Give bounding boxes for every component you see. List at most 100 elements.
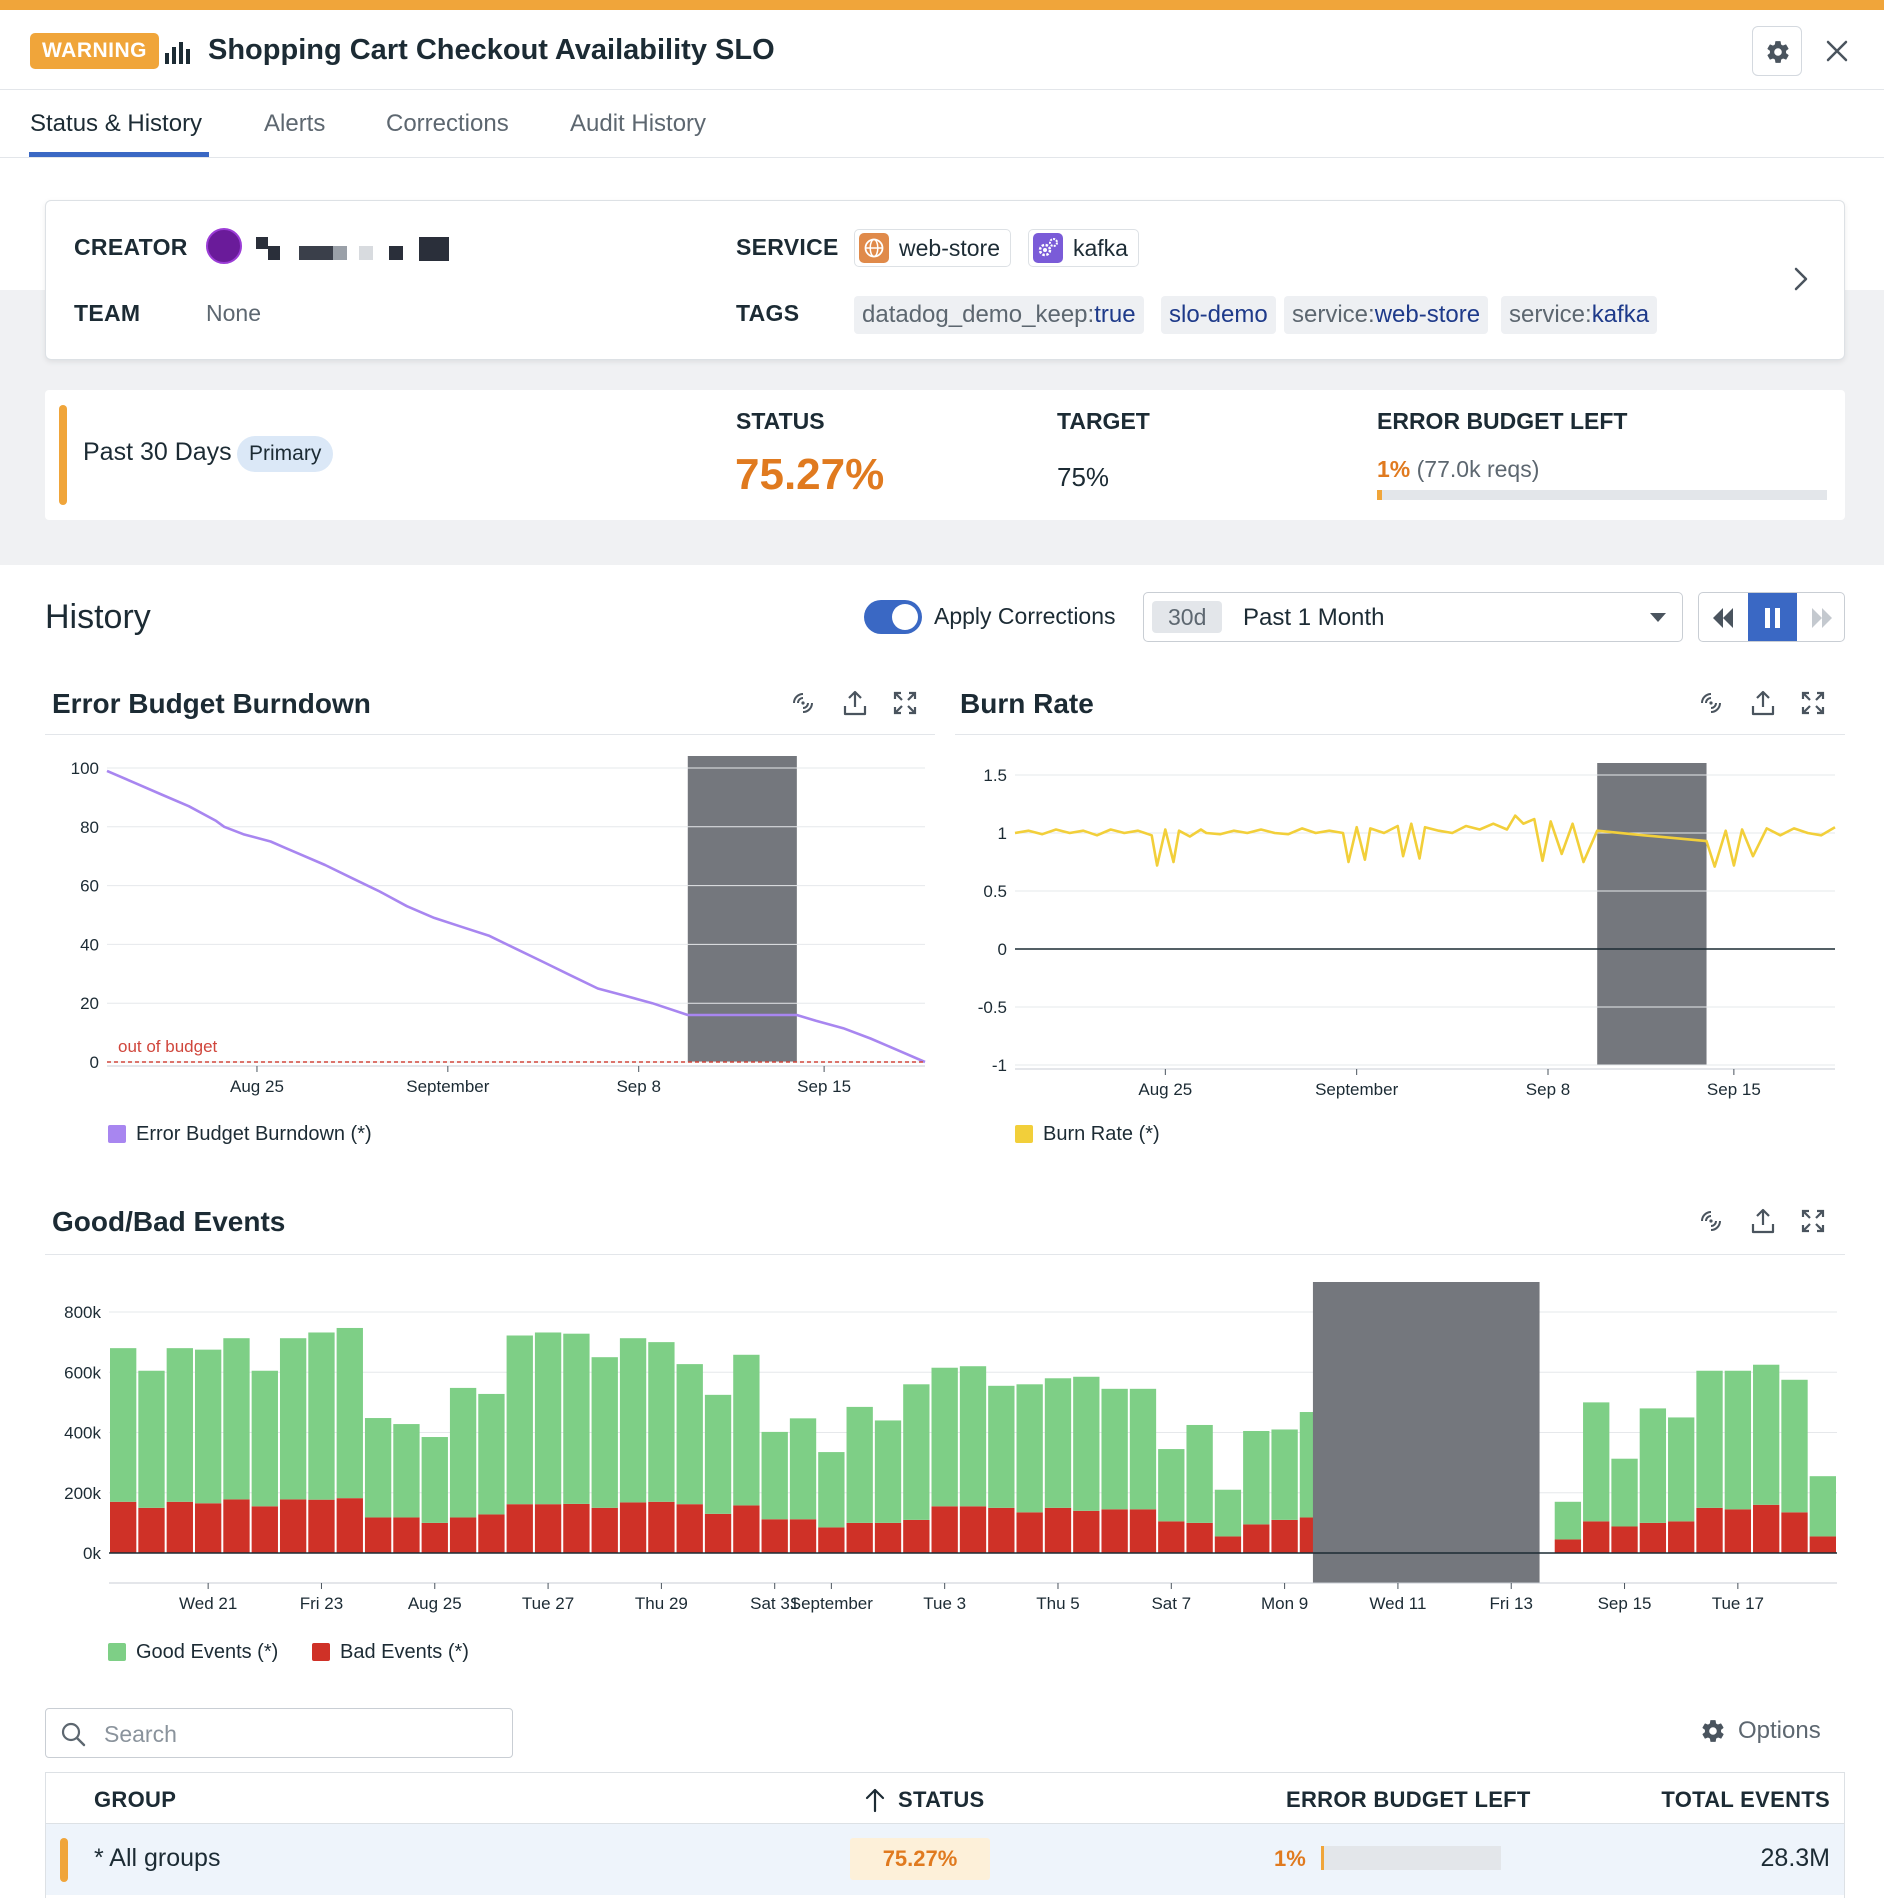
arrow-up-icon[interactable] — [864, 1787, 886, 1813]
burndown-legend[interactable]: Error Budget Burndown (*) — [108, 1123, 372, 1146]
tag-value: true — [1094, 301, 1136, 328]
bar-bad-events — [1044, 1507, 1072, 1553]
bar-bad-events — [1214, 1536, 1242, 1553]
bar-bad-events — [988, 1507, 1015, 1553]
bar-good-events — [393, 1424, 420, 1518]
bar-good-events — [1186, 1424, 1213, 1523]
correlation-icon[interactable] — [1696, 1206, 1726, 1236]
bar-good-events — [364, 1418, 392, 1518]
bar-good-events — [959, 1366, 987, 1507]
options-button[interactable]: Options — [1738, 1717, 1821, 1744]
column-header-status[interactable]: STATUS — [898, 1787, 985, 1812]
series-line — [1014, 814, 1836, 868]
expand-icon[interactable] — [1798, 1206, 1828, 1236]
correlation-icon[interactable] — [788, 688, 818, 718]
events-legend-good[interactable]: Good Events (*) — [108, 1641, 278, 1664]
close-icon[interactable] — [1820, 34, 1854, 68]
bar-bad-events — [1073, 1510, 1100, 1553]
tag-chip[interactable]: service:kafka — [1501, 296, 1658, 334]
gear-icon[interactable] — [1700, 1718, 1726, 1744]
column-header-group[interactable]: GROUP — [94, 1787, 177, 1812]
y-tick-label: 60 — [80, 877, 99, 896]
column-header-total-events[interactable]: TOTAL EVENTS — [1661, 1787, 1830, 1812]
service-label: SERVICE — [736, 234, 839, 260]
tag-value: web-store — [1374, 301, 1481, 328]
error-budget-percent: 1% — [1377, 456, 1411, 482]
bar-good-events — [1073, 1376, 1100, 1511]
y-tick-label: 800k — [64, 1303, 101, 1322]
fast-forward-icon — [1812, 608, 1832, 628]
table-row[interactable]: * All groups 75.27% 1% 28.3M — [46, 1823, 1844, 1895]
x-tick-label: Thu 29 — [635, 1594, 688, 1613]
export-icon[interactable] — [840, 688, 870, 718]
cogs-icon — [1033, 233, 1063, 263]
bar-bad-events — [223, 1499, 250, 1553]
bar-bad-events — [1668, 1521, 1695, 1553]
bar-bad-events — [1016, 1512, 1043, 1553]
search-icon — [61, 1722, 86, 1747]
gear-icon — [1767, 41, 1789, 63]
y-tick-label: 40 — [80, 935, 99, 954]
burnrate-legend[interactable]: Burn Rate (*) — [1015, 1123, 1160, 1146]
service-chip-kafka[interactable]: kafka — [1028, 229, 1139, 267]
service-chip-web-store[interactable]: web-store — [854, 229, 1011, 267]
time-range-select[interactable]: 30d Past 1 Month — [1143, 592, 1683, 642]
bar-good-events — [591, 1357, 618, 1508]
bar-good-events — [931, 1367, 958, 1507]
bar-good-events — [110, 1348, 137, 1502]
export-icon[interactable] — [1748, 688, 1778, 718]
bar-good-events — [1809, 1476, 1836, 1537]
pause-button[interactable] — [1748, 593, 1797, 641]
correlation-icon[interactable] — [1696, 688, 1726, 718]
slo-metadata-card[interactable]: CREATOR TEAM None SERVICE web-store kafk… — [45, 200, 1845, 360]
tag-key: service: — [1509, 301, 1592, 328]
bar-good-events — [1554, 1501, 1582, 1540]
tag-chip[interactable]: slo-demo — [1161, 296, 1276, 334]
settings-button[interactable] — [1752, 26, 1802, 76]
legend-swatch — [108, 1125, 126, 1143]
tab-corrections[interactable]: Corrections — [386, 110, 509, 137]
bar-bad-events — [903, 1519, 930, 1553]
events-legend-bad[interactable]: Bad Events (*) — [312, 1641, 469, 1664]
globe-icon — [859, 233, 889, 263]
x-tick-label: Sep 8 — [616, 1077, 660, 1096]
y-tick-label: -0.5 — [978, 998, 1007, 1017]
tag-chip[interactable]: datadog_demo_keep:true — [854, 296, 1144, 334]
legend-swatch — [312, 1643, 330, 1661]
bar-bad-events — [704, 1513, 732, 1553]
x-tick-label: September — [406, 1077, 489, 1096]
time-range-chip: 30d — [1152, 601, 1223, 633]
primary-badge: Primary — [237, 436, 334, 472]
bar-good-events — [534, 1332, 562, 1505]
tab-audit-history[interactable]: Audit History — [570, 110, 707, 137]
bar-good-events — [138, 1370, 165, 1508]
row-status-value: 75.27% — [850, 1838, 990, 1880]
bar-good-events — [733, 1354, 760, 1506]
column-header-error-budget[interactable]: ERROR BUDGET LEFT — [1286, 1787, 1531, 1812]
bar-bad-events — [591, 1507, 618, 1553]
apply-corrections-toggle[interactable] — [864, 600, 922, 634]
search-input[interactable]: Search — [45, 1708, 513, 1758]
expand-icon[interactable] — [890, 688, 920, 718]
bar-bad-events — [449, 1517, 477, 1553]
bar-good-events — [1639, 1408, 1667, 1523]
expand-icon[interactable] — [1798, 688, 1828, 718]
legend-label: Burn Rate (*) — [1043, 1123, 1160, 1145]
rewind-button[interactable] — [1699, 593, 1748, 641]
bar-good-events — [563, 1333, 590, 1504]
bar-good-events — [846, 1406, 873, 1523]
fast-forward-button[interactable] — [1797, 593, 1844, 641]
tag-chip[interactable]: service:web-store — [1284, 296, 1489, 334]
bar-bad-events — [1129, 1509, 1157, 1553]
bar-bad-events — [308, 1499, 335, 1553]
chevron-right-icon[interactable] — [1786, 259, 1816, 299]
row-status-indicator — [60, 1838, 68, 1882]
tab-status-history[interactable]: Status & History — [30, 110, 203, 137]
x-tick-label: Sat 7 — [1151, 1594, 1191, 1613]
widget-divider — [955, 734, 1845, 735]
export-icon[interactable] — [1748, 1206, 1778, 1236]
tab-alerts[interactable]: Alerts — [264, 110, 326, 137]
bar-bad-events — [1271, 1519, 1298, 1553]
bar-bad-events — [1611, 1526, 1638, 1553]
bar-bad-events — [761, 1519, 788, 1553]
